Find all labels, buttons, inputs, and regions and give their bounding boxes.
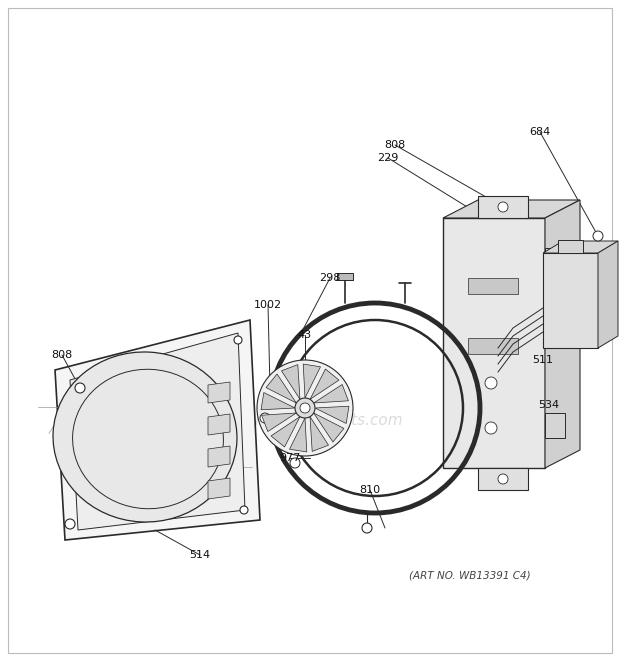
Text: 808: 808: [384, 140, 405, 150]
Text: 1002: 1002: [254, 300, 282, 310]
Circle shape: [290, 458, 300, 468]
Text: 977: 977: [280, 453, 301, 463]
Circle shape: [485, 377, 497, 389]
Text: (ART NO. WB13391 C4): (ART NO. WB13391 C4): [409, 570, 531, 580]
Circle shape: [593, 231, 603, 241]
Circle shape: [300, 403, 310, 413]
Circle shape: [485, 422, 497, 434]
Text: 534: 534: [538, 400, 559, 410]
Polygon shape: [303, 364, 321, 398]
Circle shape: [295, 398, 315, 418]
Circle shape: [65, 519, 75, 529]
Polygon shape: [545, 200, 580, 468]
Polygon shape: [208, 478, 230, 499]
Polygon shape: [208, 446, 230, 467]
Polygon shape: [598, 241, 618, 348]
Polygon shape: [558, 240, 583, 253]
Circle shape: [362, 523, 372, 533]
Text: 684: 684: [529, 127, 551, 137]
Polygon shape: [261, 393, 295, 410]
Polygon shape: [478, 468, 528, 490]
Circle shape: [234, 336, 242, 344]
Polygon shape: [545, 248, 565, 273]
Circle shape: [498, 474, 508, 484]
Polygon shape: [543, 253, 598, 348]
Text: eReplacementParts.com: eReplacementParts.com: [216, 412, 404, 428]
Polygon shape: [314, 385, 348, 403]
Polygon shape: [468, 278, 518, 294]
Polygon shape: [262, 413, 296, 432]
Polygon shape: [443, 200, 580, 218]
Polygon shape: [55, 320, 260, 540]
Polygon shape: [310, 416, 329, 451]
Text: 808: 808: [51, 350, 73, 360]
Ellipse shape: [53, 352, 237, 522]
Polygon shape: [315, 407, 349, 424]
Circle shape: [260, 413, 270, 423]
Circle shape: [75, 383, 85, 393]
Polygon shape: [314, 413, 344, 442]
Text: 298: 298: [319, 273, 340, 283]
Polygon shape: [281, 365, 300, 399]
Polygon shape: [543, 241, 618, 253]
Polygon shape: [310, 369, 339, 399]
Polygon shape: [468, 338, 518, 354]
Text: 511: 511: [533, 355, 554, 365]
Polygon shape: [70, 333, 245, 530]
Circle shape: [240, 506, 248, 514]
Polygon shape: [545, 413, 565, 438]
Text: 514: 514: [190, 550, 211, 560]
Polygon shape: [337, 273, 353, 280]
Polygon shape: [208, 414, 230, 435]
Polygon shape: [208, 382, 230, 403]
Text: 810: 810: [360, 485, 381, 495]
Polygon shape: [266, 374, 296, 403]
Polygon shape: [271, 416, 300, 447]
Circle shape: [498, 202, 508, 212]
Polygon shape: [443, 218, 545, 468]
Text: 229: 229: [378, 153, 399, 163]
Text: 43: 43: [298, 330, 312, 340]
Polygon shape: [478, 196, 528, 218]
Circle shape: [257, 360, 353, 456]
Polygon shape: [290, 418, 307, 452]
